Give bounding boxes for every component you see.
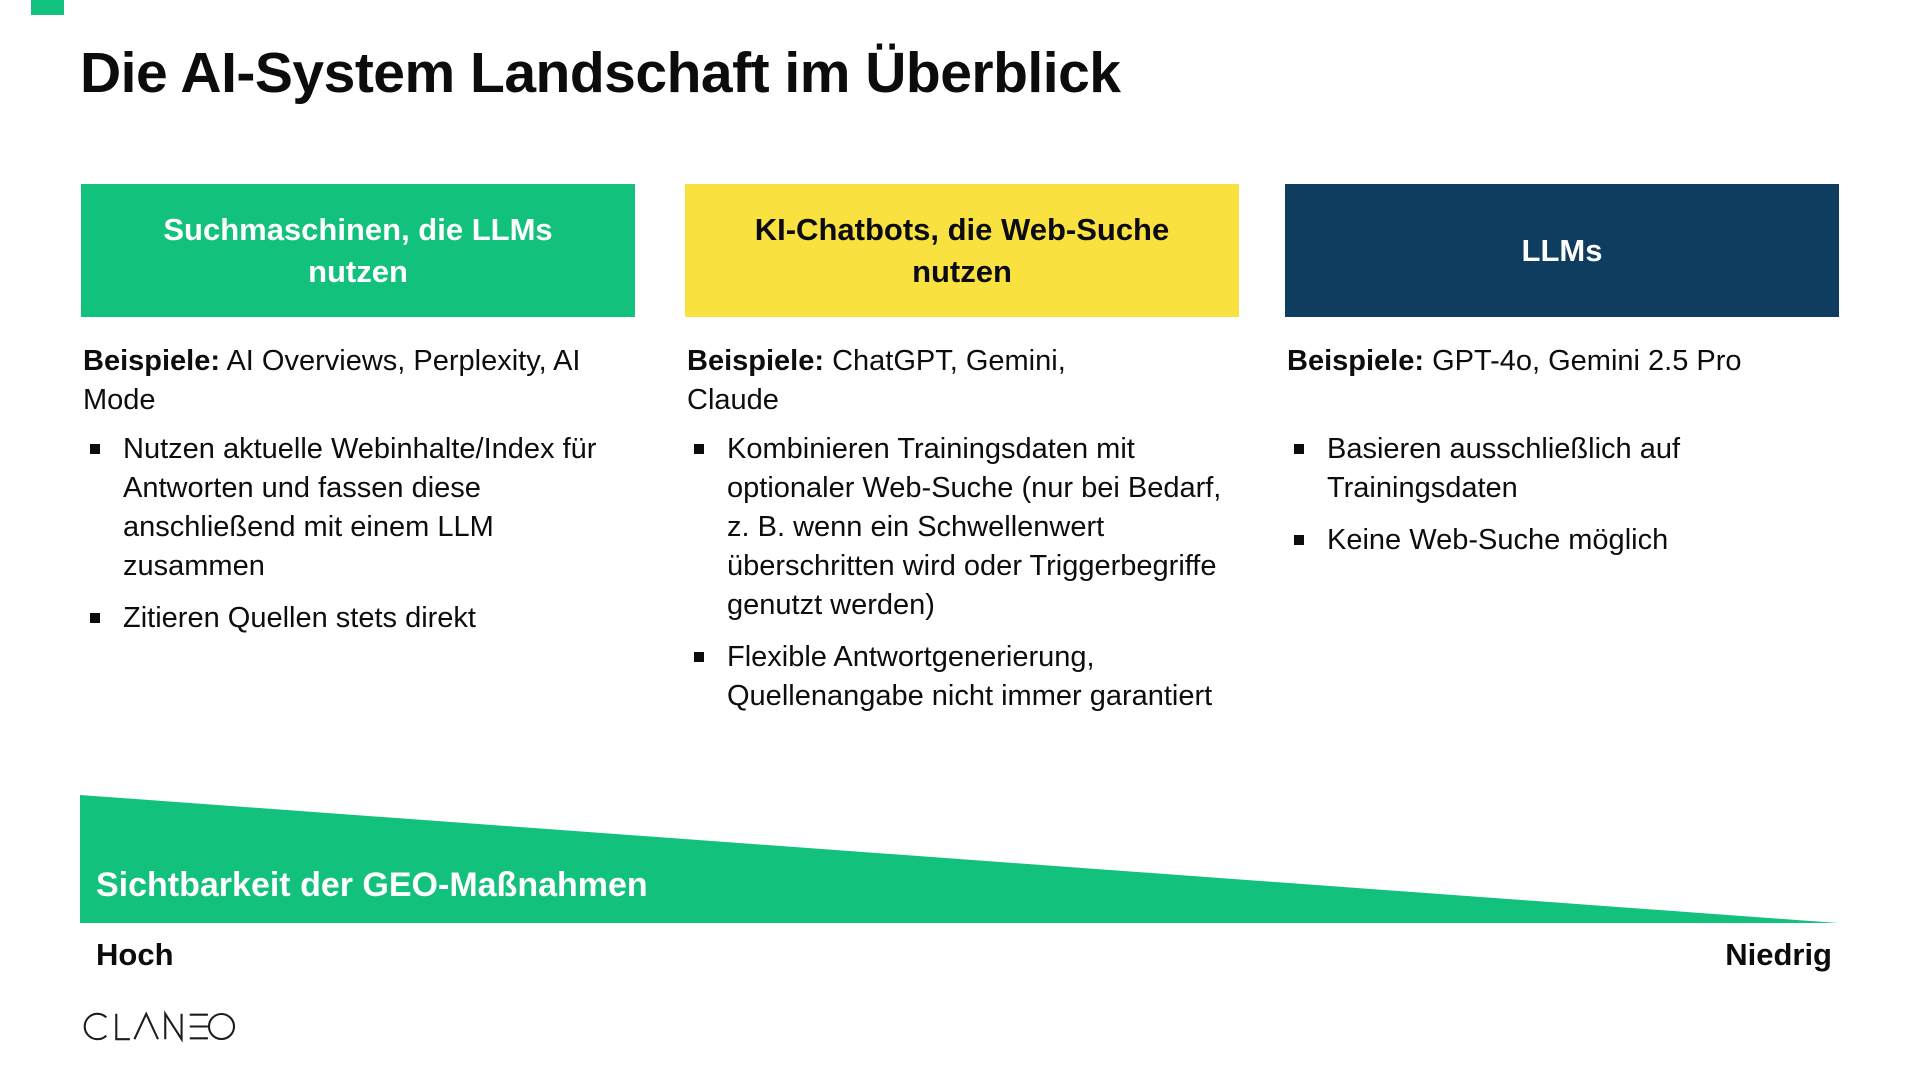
- examples-label: Beispiele:: [687, 345, 824, 377]
- examples-value: GPT-4o, Gemini 2.5 Pro: [1432, 345, 1742, 377]
- scale-label-low: Niedrig: [1725, 937, 1832, 972]
- claneo-logo: [80, 1010, 236, 1043]
- logo-letter-n: [164, 1010, 183, 1043]
- page-title: Die AI-System Landschaft im Überblick: [80, 41, 1121, 105]
- column-header-suchmaschinen: Suchmaschinen, die LLMs nutzen: [81, 184, 635, 317]
- list-item: Flexible Antwortgenerierung, Quellenanga…: [685, 638, 1239, 716]
- list-item: Basieren ausschließlich auf Trainingsdat…: [1285, 430, 1839, 508]
- examples-label: Beispiele:: [83, 345, 220, 377]
- list-item: Kombinieren Trainingsdaten mit optionale…: [685, 430, 1239, 625]
- bullet-list-ki-chatbots: Kombinieren Trainingsdaten mit optionale…: [685, 430, 1239, 716]
- bullet-list-suchmaschinen: Nutzen aktuelle Webinhalte/Index für Ant…: [81, 430, 635, 638]
- examples-suchmaschinen: Beispiele: AI Overviews, Perplexity, AI …: [83, 342, 623, 430]
- column-header-ki-chatbots: KI-Chatbots, die Web-Suche nutzen: [685, 184, 1239, 317]
- visibility-wedge-label: Sichtbarkeit der GEO-Maßnahmen: [96, 866, 648, 904]
- examples-ki-chatbots: Beispiele: ChatGPT, Gemini, Claude: [687, 342, 1157, 430]
- corner-accent-decoration: [31, 0, 64, 15]
- examples-value: AI Overviews, Perplexity, AI Mode: [83, 345, 581, 416]
- examples-value: ChatGPT, Gemini, Claude: [687, 345, 1066, 416]
- logo-letter-e: [189, 1013, 208, 1040]
- logo-letter-a: [133, 1011, 159, 1040]
- list-item: Keine Web-Suche möglich: [1285, 521, 1839, 560]
- list-item: Zitieren Quellen stets direkt: [81, 599, 635, 638]
- column-llms: LLMs Beispiele: GPT-4o, Gemini 2.5 Pro B…: [1285, 184, 1839, 573]
- logo-letter-c: [83, 1012, 108, 1041]
- logo-letter-o: [207, 1012, 236, 1041]
- examples-label: Beispiele:: [1287, 345, 1424, 377]
- list-item: Nutzen aktuelle Webinhalte/Index für Ant…: [81, 430, 635, 586]
- scale-label-high: Hoch: [96, 937, 174, 972]
- column-header-llms: LLMs: [1285, 184, 1839, 317]
- logo-letter-l: [115, 1013, 130, 1041]
- column-ki-chatbots: KI-Chatbots, die Web-Suche nutzen Beispi…: [685, 184, 1239, 729]
- bullet-list-llms: Basieren ausschließlich auf Trainingsdat…: [1285, 430, 1839, 560]
- column-suchmaschinen: Suchmaschinen, die LLMs nutzen Beispiele…: [81, 184, 635, 651]
- examples-llms: Beispiele: GPT-4o, Gemini 2.5 Pro: [1287, 342, 1839, 430]
